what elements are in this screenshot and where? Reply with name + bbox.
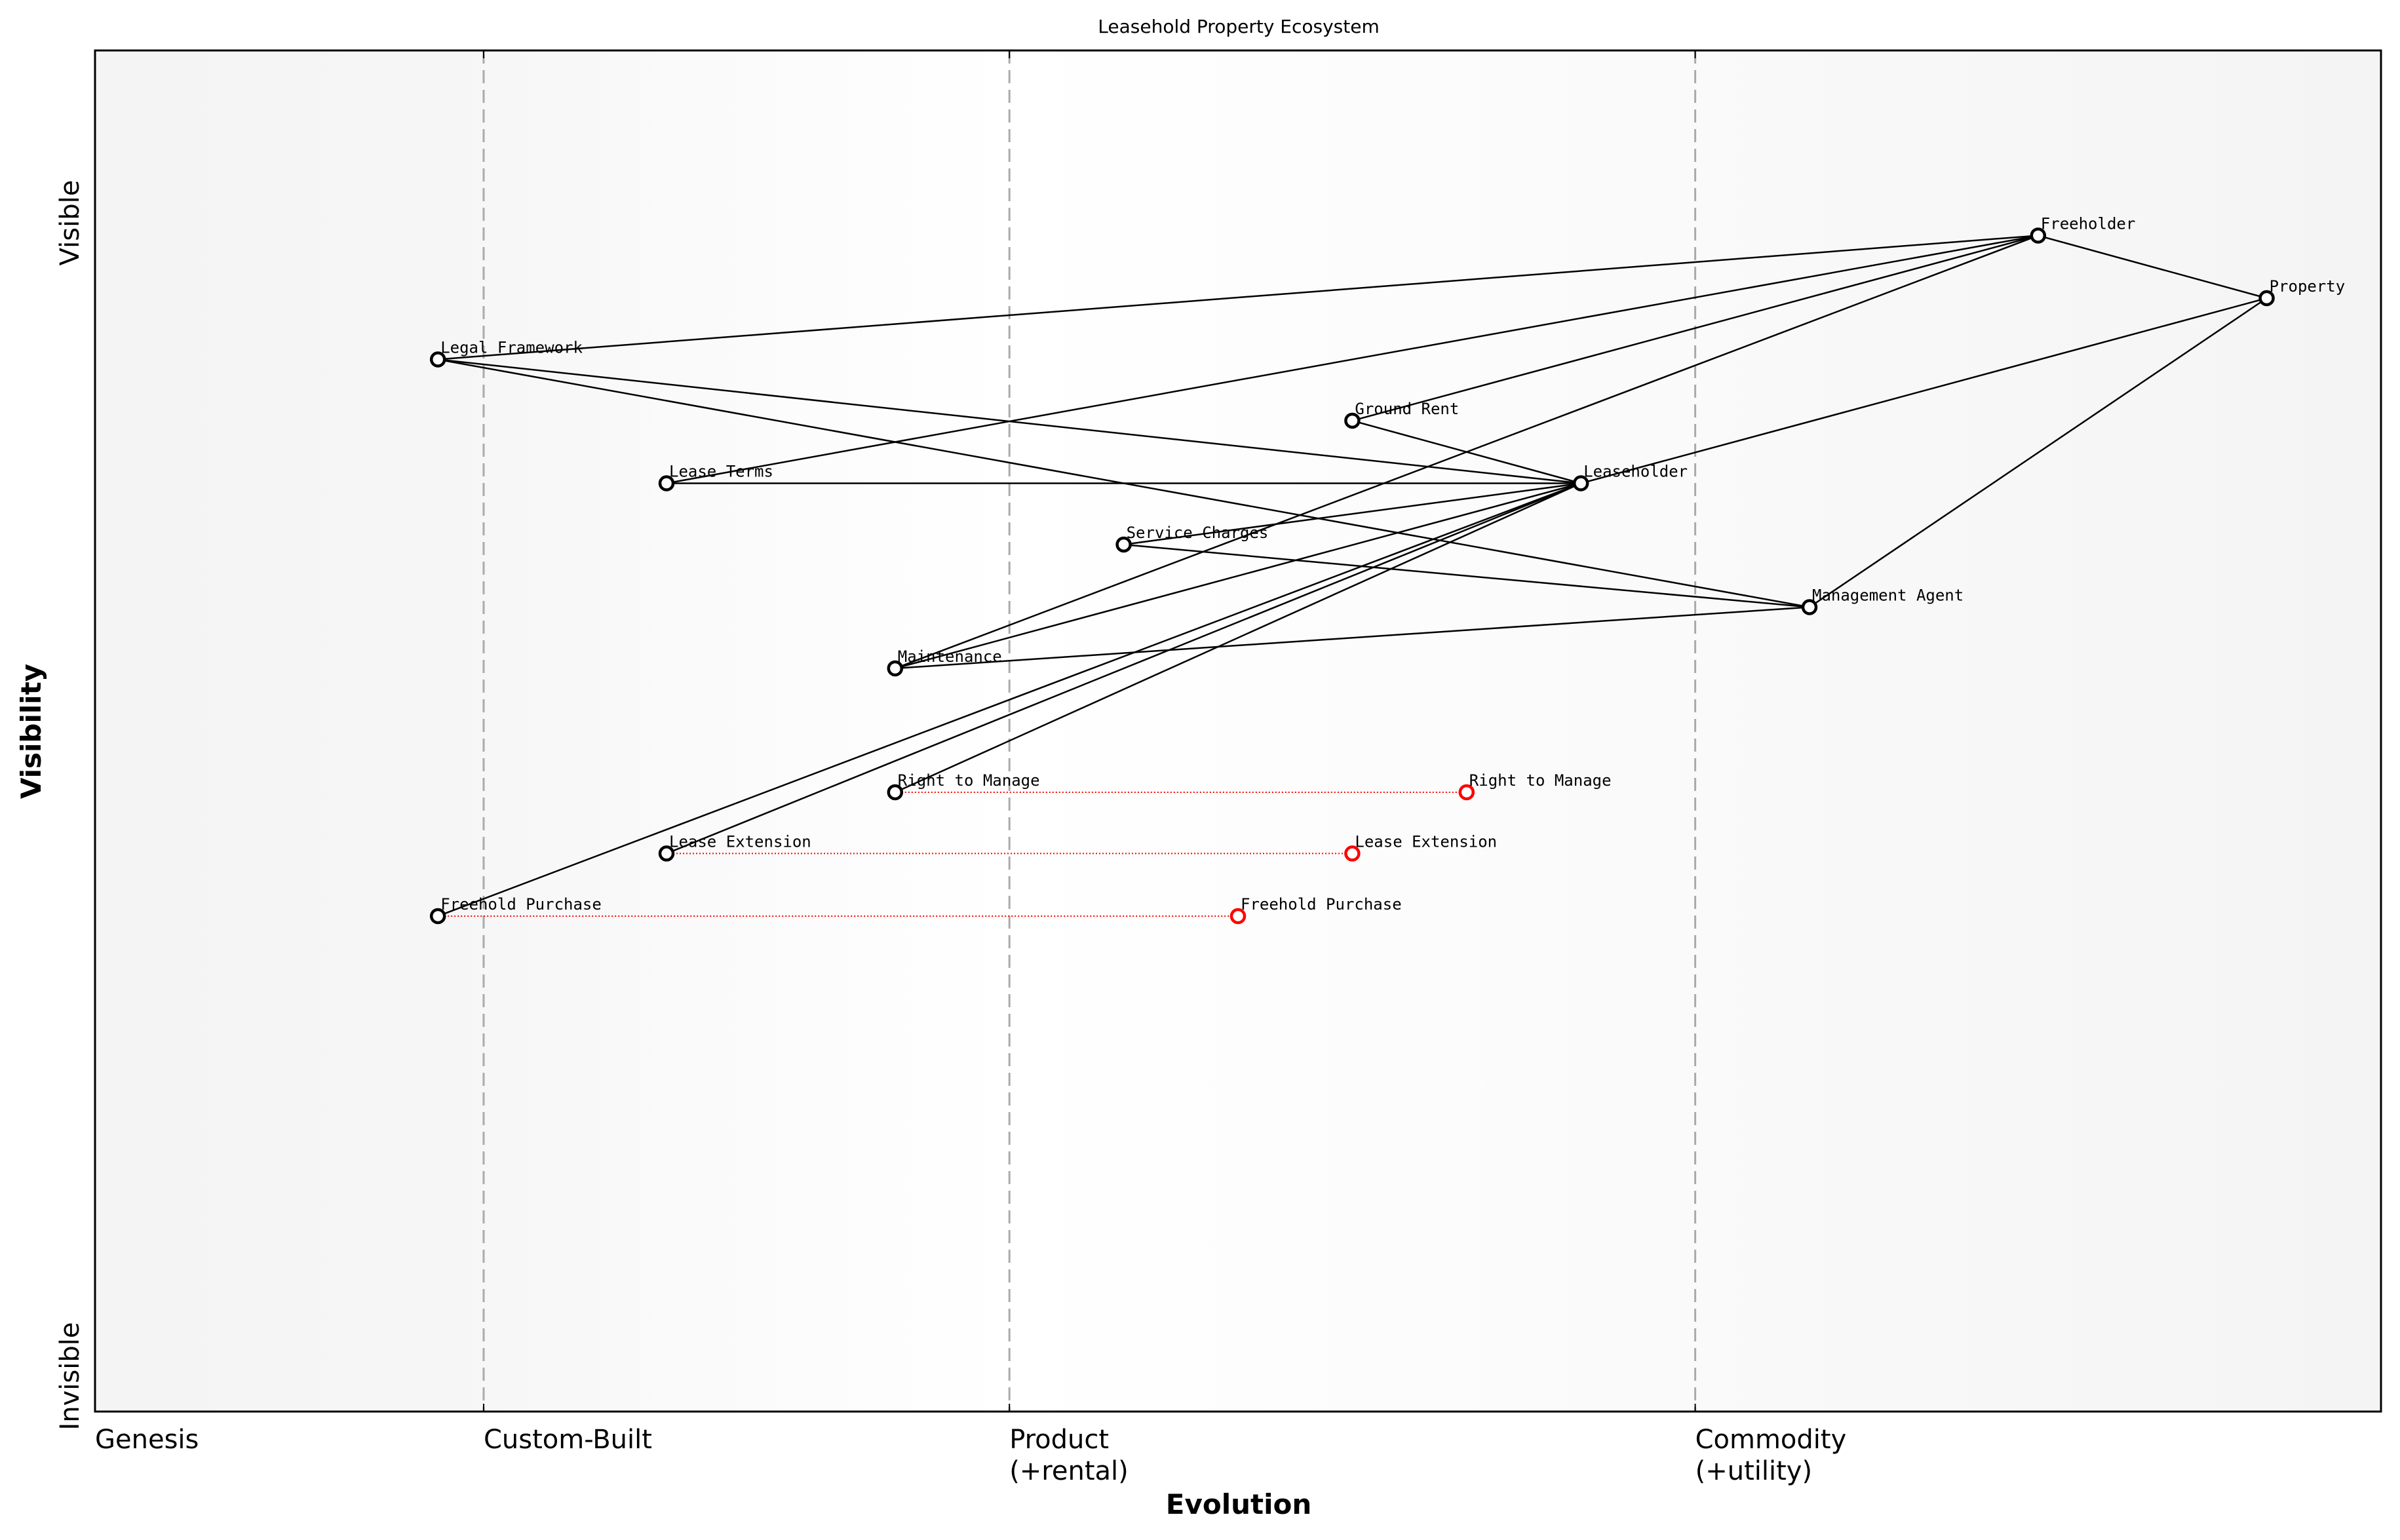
link-service-charges-to-management-agent [1123, 543, 1810, 608]
y-label-visible: Visible [55, 180, 85, 266]
x-axis-title: Evolution [1166, 1488, 1311, 1520]
plot-frame [94, 49, 2382, 1413]
y-label-invisible: Invisible [55, 1322, 85, 1431]
link-property-to-leaseholder [1580, 297, 2267, 484]
node-label: Maintenance [898, 647, 1002, 666]
node-circle-icon [1115, 536, 1132, 553]
components: Freeholder Property Legal Framework Ground … [429, 214, 2346, 925]
component-ground-rent[interactable]: Ground Rent [1344, 400, 1459, 429]
component-lease-terms[interactable]: Lease Terms [658, 462, 773, 491]
component-freehold-purchase[interactable]: Freehold Purchase [429, 895, 602, 925]
node-circle-icon [1801, 599, 1818, 615]
link-service-charges-to-leaseholder [1123, 482, 1581, 546]
evolved-component-freehold-purchase[interactable]: Freehold Purchase [1229, 895, 1402, 925]
component-legal-framework[interactable]: Legal Framework [429, 338, 583, 368]
x-axis-stage-labels: Genesis Custom-Built Product (+rental) Commo… [95, 1425, 1846, 1486]
node-label: Management Agent [1812, 586, 1964, 604]
chart-title: Leasehold Property Ecosystem [1098, 16, 1379, 37]
node-label: Lease Extension [669, 832, 811, 851]
node-circle-icon [2258, 290, 2275, 307]
component-right-to-manage[interactable]: Right to Manage [887, 771, 1040, 801]
node-label: Right to Manage [898, 771, 1040, 790]
link-freeholder-to-ground-rent [1352, 235, 2039, 422]
y-axis-title: Visibility [15, 664, 47, 799]
node-circle-icon [1229, 908, 1247, 925]
link-maintenance-to-leaseholder [895, 482, 1581, 670]
link-freeholder-to-legal-framework [438, 235, 2038, 360]
link-ground-rent-to-leaseholder [1352, 419, 1581, 484]
y-axis-labels: Invisible Visible [55, 180, 85, 1431]
stage-label-genesis: Genesis [95, 1425, 199, 1455]
stage-label-custom-built: Custom-Built [484, 1425, 652, 1455]
node-circle-icon [1344, 412, 1361, 429]
node-label: Freeholder [2041, 214, 2136, 233]
evolved-component-lease-extension[interactable]: Lease Extension [1344, 832, 1497, 862]
node-label: Leaseholder [1583, 462, 1688, 480]
node-circle-icon [429, 351, 446, 368]
link-legal-framework-to-leaseholder [438, 358, 1581, 484]
node-label: Right to Manage [1469, 771, 1612, 790]
evolution-links [438, 791, 1467, 917]
node-label: Lease Extension [1355, 832, 1497, 851]
plot-background [95, 50, 2381, 1412]
node-circle-icon [887, 660, 904, 677]
node-circle-icon [2030, 227, 2047, 244]
node-circle-icon [1344, 845, 1361, 862]
component-lease-extension[interactable]: Lease Extension [658, 832, 811, 862]
component-maintenance[interactable]: Maintenance [887, 647, 1002, 677]
link-leaseholder-to-freehold-purchase [437, 482, 1581, 917]
link-leaseholder-to-right-to-manage [895, 482, 1581, 794]
node-label: Service Charges [1127, 524, 1269, 542]
component-service-charges[interactable]: Service Charges [1115, 524, 1269, 553]
component-leaseholder[interactable]: Leaseholder [1572, 462, 1688, 491]
node-circle-icon [887, 784, 904, 801]
link-property-to-management-agent [1809, 297, 2268, 608]
node-circle-icon [658, 475, 675, 491]
evolution-stage-dividers [482, 50, 1697, 1412]
node-label: Property [2270, 277, 2346, 296]
evolved-component-right-to-manage[interactable]: Right to Manage [1458, 771, 1612, 801]
node-circle-icon [429, 908, 446, 925]
component-property[interactable]: Property [2258, 277, 2346, 307]
node-label: Legal Framework [440, 338, 583, 356]
component-freeholder[interactable]: Freeholder [2030, 214, 2136, 244]
node-label: Lease Terms [669, 462, 773, 480]
node-label: Ground Rent [1355, 400, 1459, 418]
node-circle-icon [658, 845, 675, 862]
stage-label-product-rental: Product (+rental) [1009, 1425, 1129, 1486]
stage-label-commodity-utility: Commodity (+utility) [1695, 1425, 1847, 1486]
node-label: Freehold Purchase [440, 895, 602, 914]
link-maintenance-to-management-agent [895, 606, 1810, 670]
link-freeholder-to-property [2038, 235, 2267, 299]
component-links [437, 235, 2268, 917]
component-management-agent[interactable]: Management Agent [1801, 586, 1964, 615]
node-circle-icon [1458, 784, 1475, 801]
node-circle-icon [1572, 475, 1589, 491]
link-leaseholder-to-lease-extension [666, 482, 1581, 855]
node-label: Freehold Purchase [1241, 895, 1402, 914]
